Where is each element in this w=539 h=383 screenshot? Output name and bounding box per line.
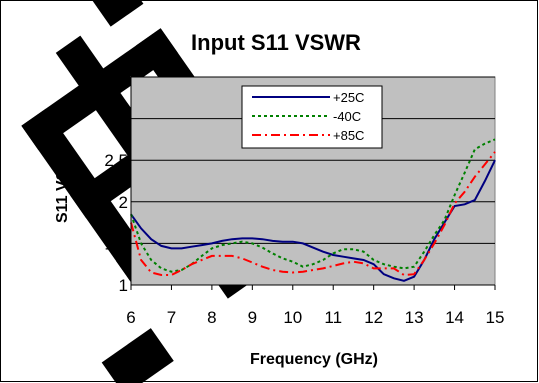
y-tick-label: 1 (119, 276, 128, 295)
y-tick-label: 3 (119, 110, 128, 129)
y-tick-label: 1.5 (104, 234, 128, 253)
x-tick-label: 11 (324, 308, 342, 327)
x-tick-label: 15 (486, 308, 505, 327)
x-tick-label: 14 (445, 308, 464, 327)
legend-label-3: +85C (333, 128, 364, 143)
y-axis-title: S11 VSWR (54, 143, 71, 223)
x-tick-labels: 6 7 8 9 10 11 12 13 14 15 (126, 308, 504, 327)
series-line-3 (130, 151, 496, 277)
legend-label-1: +25C (333, 90, 364, 105)
x-tick-label: 10 (283, 308, 302, 327)
series-line-2 (130, 138, 496, 273)
x-tick-label: 12 (364, 308, 383, 327)
y-tick-label: 3.5 (104, 68, 128, 87)
watermark-stroke (101, 328, 174, 383)
y-tick-label: 2.5 (104, 151, 128, 170)
y-tick-label: 2 (119, 193, 128, 212)
chart-title: Input S11 VSWR (191, 30, 361, 55)
axes (130, 77, 496, 290)
legend-label-2: -40C (333, 109, 361, 124)
legend: +25C -40C +85C (241, 85, 383, 149)
x-tick-label: 8 (207, 308, 216, 327)
series-line-1 (130, 159, 496, 282)
watermark-stroke (70, 0, 144, 27)
series-layer (130, 138, 496, 282)
x-tick-label: 6 (126, 308, 135, 327)
x-tick-label: 13 (405, 308, 424, 327)
x-tick-label: 9 (248, 308, 257, 327)
x-tick-label: 7 (167, 308, 176, 327)
y-tick-labels: 1 1.5 2 2.5 3 3.5 (104, 68, 128, 295)
x-axis-title: Frequency (GHz) (250, 351, 378, 368)
